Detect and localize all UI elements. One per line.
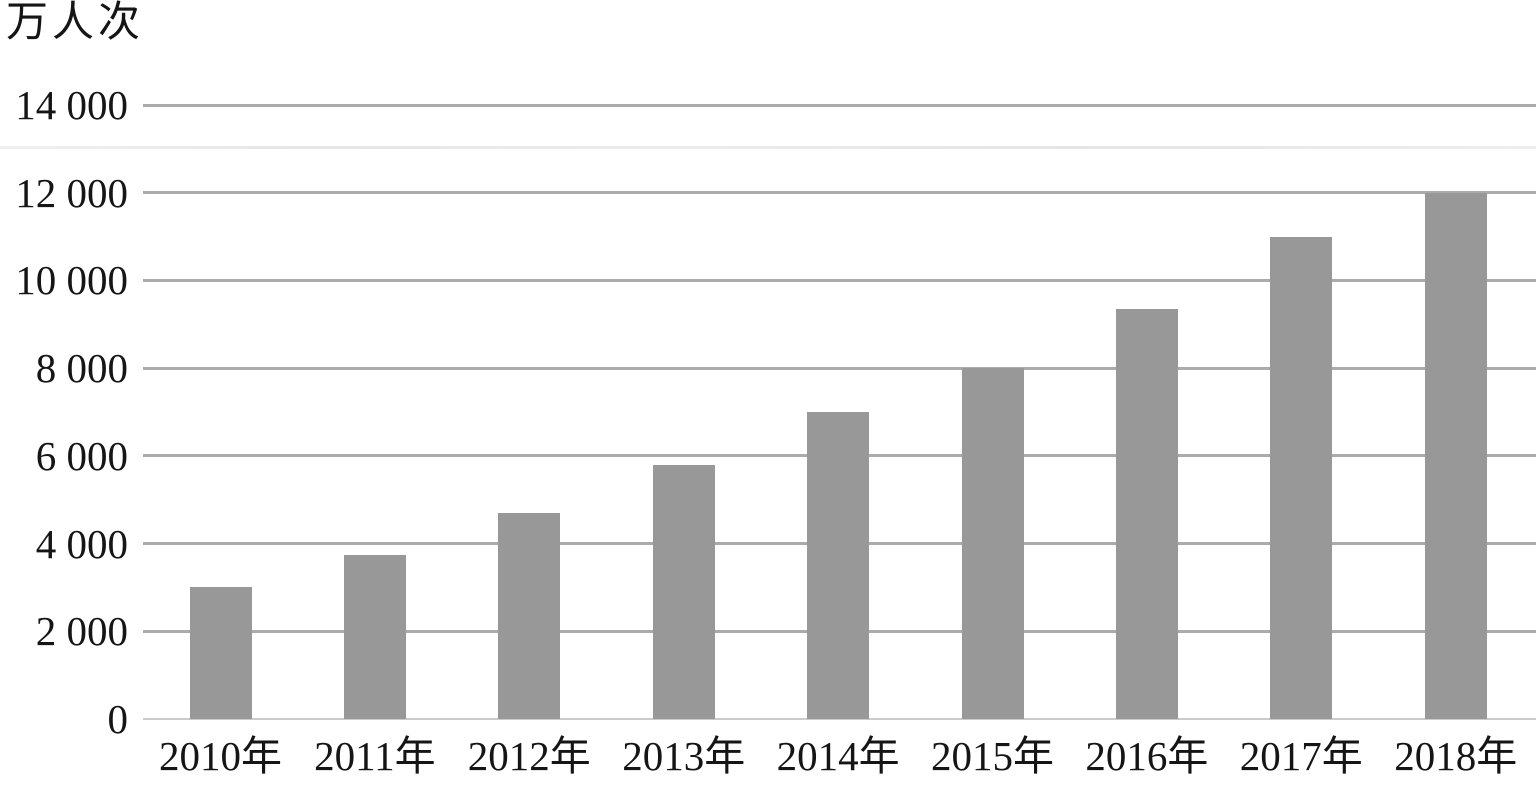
y-tick-label: 10 000: [15, 257, 128, 304]
x-tick-label: 2017年: [1239, 733, 1363, 779]
plot-area: [143, 103, 1536, 720]
y-tick-label: 12 000: [15, 169, 128, 216]
x-tick-label: 2013年: [622, 733, 746, 779]
bar-2011年: [343, 554, 406, 719]
y-tick-label: 6 000: [35, 432, 128, 479]
x-axis-baseline: [143, 718, 1536, 720]
bar-2017年: [1270, 236, 1333, 719]
bar-2016年: [1115, 308, 1178, 719]
bar-2015年: [961, 368, 1024, 719]
x-tick-label: 2014年: [776, 733, 900, 779]
bar-2012年: [498, 512, 561, 719]
bar-2013年: [652, 464, 715, 719]
x-tick-label: 2018年: [1394, 733, 1518, 779]
y-tick-label: 4 000: [35, 520, 128, 567]
y-tick-label: 0: [107, 696, 129, 742]
bar-2014年: [807, 412, 870, 719]
gridline: [143, 278, 1536, 282]
x-tick-label: 2016年: [1085, 733, 1209, 779]
y-tick-label: 8 000: [35, 345, 128, 392]
bar-2010年: [189, 587, 252, 719]
scan-artifact-line: [0, 146, 1536, 149]
x-tick-label: 2015年: [931, 733, 1054, 779]
x-tick-label: 2012年: [467, 733, 591, 779]
y-tick-label: 2 000: [35, 608, 128, 655]
gridline: [143, 103, 1536, 107]
y-tick-label: 14 000: [15, 82, 128, 128]
gridline: [143, 366, 1536, 370]
x-tick-label: 2010年: [159, 733, 282, 779]
x-tick-label: 2011年: [314, 733, 436, 779]
bar-2018年: [1424, 192, 1487, 719]
y-axis-unit-label: 万人次: [6, 0, 145, 46]
gridline: [143, 191, 1536, 195]
